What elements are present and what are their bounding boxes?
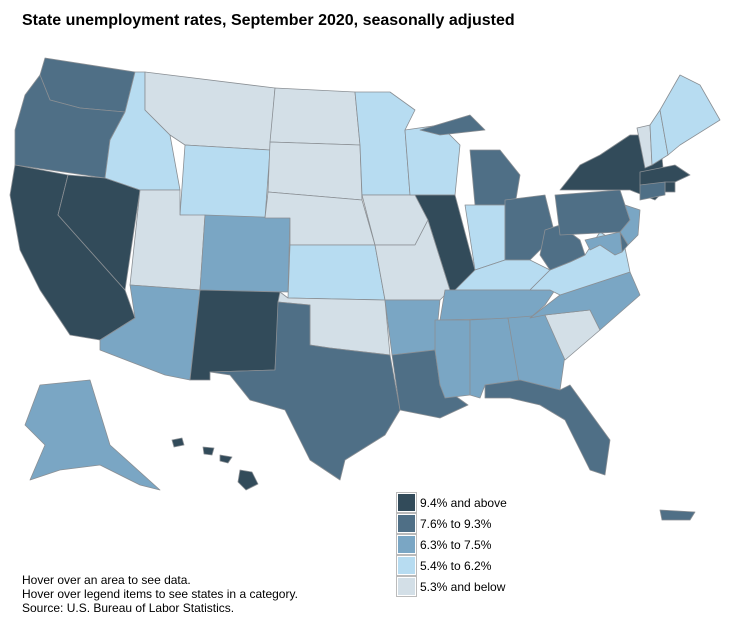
- map-title: State unemployment rates, September 2020…: [22, 12, 515, 29]
- legend-swatch: [396, 576, 417, 597]
- state[interactable]: [554, 189, 631, 236]
- legend-label: 5.4% to 6.2%: [420, 558, 492, 573]
- state[interactable]: [179, 144, 271, 219]
- note-line: Hover over legend items to see states in…: [22, 587, 298, 601]
- state[interactable]: [434, 319, 471, 399]
- state[interactable]: [24, 379, 161, 491]
- legend-label: 9.4% and above: [420, 495, 507, 510]
- notes: Hover over an area to see data. Hover ove…: [22, 573, 298, 615]
- territory[interactable]: [659, 509, 696, 521]
- state[interactable]: [171, 437, 185, 448]
- legend-swatch: [396, 492, 417, 513]
- state[interactable]: [199, 214, 291, 293]
- legend-label: 5.3% and below: [420, 579, 506, 594]
- state[interactable]: [237, 469, 259, 491]
- legend-label: 7.6% to 9.3%: [420, 516, 492, 531]
- state[interactable]: [584, 231, 623, 256]
- state[interactable]: [469, 149, 521, 206]
- note-line: Hover over an area to see data.: [22, 573, 191, 587]
- state[interactable]: [639, 181, 666, 201]
- legend-item[interactable]: 9.4% and above: [396, 492, 507, 513]
- state[interactable]: [404, 124, 461, 196]
- legend: 9.4% and above 7.6% to 9.3% 6.3% to 7.5% 5.…: [396, 492, 507, 597]
- state[interactable]: [209, 301, 401, 481]
- state[interactable]: [639, 164, 691, 186]
- state[interactable]: [659, 74, 721, 156]
- legend-item[interactable]: 7.6% to 9.3%: [396, 513, 507, 534]
- legend-label: 6.3% to 7.5%: [420, 537, 492, 552]
- state[interactable]: [384, 299, 441, 356]
- state[interactable]: [419, 114, 486, 136]
- state[interactable]: [267, 141, 363, 201]
- state[interactable]: [484, 379, 611, 476]
- legend-swatch: [396, 534, 417, 555]
- state[interactable]: [269, 87, 361, 146]
- legend-swatch: [396, 555, 417, 576]
- state[interactable]: [189, 289, 281, 381]
- legend-item[interactable]: 5.3% and below: [396, 576, 507, 597]
- state[interactable]: [57, 174, 141, 291]
- legend-item[interactable]: 5.4% to 6.2%: [396, 555, 507, 576]
- legend-item[interactable]: 6.3% to 7.5%: [396, 534, 507, 555]
- state[interactable]: [559, 134, 666, 201]
- us-map: [9, 57, 721, 521]
- legend-swatch: [396, 513, 417, 534]
- note-line: Source: U.S. Bureau of Labor Statistics.: [22, 601, 235, 615]
- state[interactable]: [287, 244, 386, 301]
- state[interactable]: [664, 181, 676, 193]
- states: [9, 57, 721, 521]
- state[interactable]: [202, 446, 215, 456]
- state[interactable]: [219, 454, 233, 464]
